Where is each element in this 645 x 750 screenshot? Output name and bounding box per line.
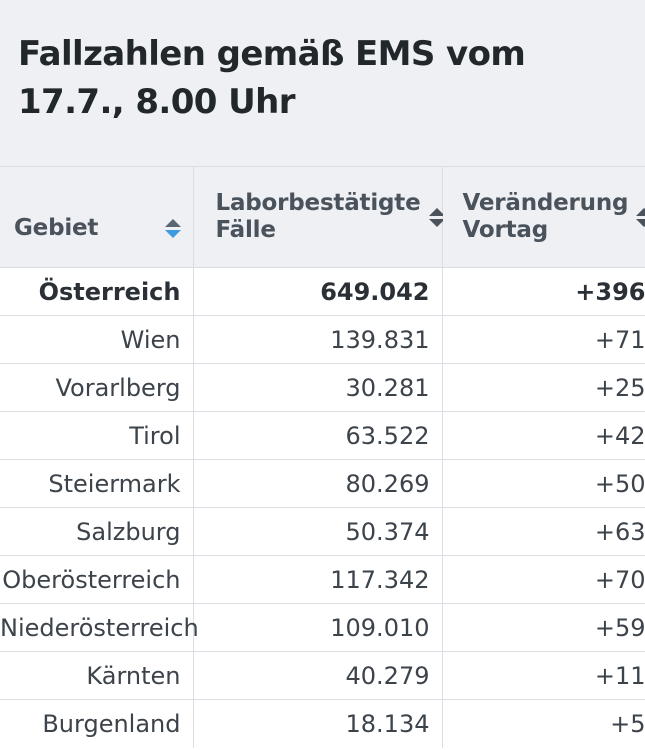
cell-gebiet: Niederösterreich xyxy=(0,603,199,652)
column-header-veraenderung[interactable]: Veränderung Vortag xyxy=(442,166,645,268)
column-header-gebiet[interactable]: Gebiet xyxy=(0,166,194,268)
table-row: Oberösterreich 117.342 +70 xyxy=(0,555,645,604)
cell-faelle: 50.374 xyxy=(193,507,443,556)
column-header-faelle[interactable]: Laborbestätigte Fälle xyxy=(193,166,445,268)
sort-icon[interactable] xyxy=(636,207,645,227)
column-label-faelle: Laborbestätigte Fälle xyxy=(215,190,421,243)
table-title: Fallzahlen gemäß EMS vom 17.7., 8.00 Uhr xyxy=(18,34,526,122)
cell-faelle: 40.279 xyxy=(193,651,443,700)
cell-faelle: 117.342 xyxy=(193,555,443,604)
cell-faelle: 139.831 xyxy=(193,315,443,364)
table-row: Niederösterreich 109.010 +59 xyxy=(0,603,645,652)
sort-active-icon[interactable] xyxy=(164,218,181,238)
cell-veraenderung: +50 xyxy=(442,459,645,508)
cases-table: Gebiet Laborbestätigte Fälle xyxy=(0,166,645,748)
cell-faelle: 18.134 xyxy=(193,699,443,748)
cell-veraenderung: +63 xyxy=(442,507,645,556)
cell-veraenderung: +396 xyxy=(442,267,645,316)
cell-faelle: 30.281 xyxy=(193,363,443,412)
table-row: Wien 139.831 +71 xyxy=(0,315,645,364)
cell-gebiet: Wien xyxy=(0,315,194,364)
cell-gebiet: Kärnten xyxy=(0,651,194,700)
sort-icon[interactable] xyxy=(428,207,445,227)
table-row: Österreich 649.042 +396 xyxy=(0,267,645,316)
table-row: Vorarlberg 30.281 +25 xyxy=(0,363,645,412)
cell-veraenderung: +42 xyxy=(442,411,645,460)
cell-gebiet: Steiermark xyxy=(0,459,194,508)
cell-gebiet: Österreich xyxy=(0,267,194,316)
title-bar: Fallzahlen gemäß EMS vom 17.7., 8.00 Uhr xyxy=(0,0,645,166)
cell-faelle: 109.010 xyxy=(193,603,443,652)
table-row: Steiermark 80.269 +50 xyxy=(0,459,645,508)
cell-faelle: 80.269 xyxy=(193,459,443,508)
header-row: Gebiet Laborbestätigte Fälle xyxy=(0,166,645,268)
cell-faelle: 63.522 xyxy=(193,411,443,460)
cell-gebiet: Tirol xyxy=(0,411,194,460)
table-row: Tirol 63.522 +42 xyxy=(0,411,645,460)
cell-veraenderung: +5 xyxy=(442,699,645,748)
cell-veraenderung: +70 xyxy=(442,555,645,604)
cell-veraenderung: +59 xyxy=(442,603,645,652)
cell-veraenderung: +11 xyxy=(442,651,645,700)
cell-veraenderung: +71 xyxy=(442,315,645,364)
cell-gebiet: Salzburg xyxy=(0,507,194,556)
column-label-veraenderung: Veränderung Vortag xyxy=(462,190,629,243)
cell-gebiet: Oberösterreich xyxy=(0,555,194,604)
column-label-gebiet: Gebiet xyxy=(14,214,99,241)
cell-gebiet: Vorarlberg xyxy=(0,363,194,412)
table-row: Burgenland 18.134 +5 xyxy=(0,699,645,748)
table-body: Österreich 649.042 +396 Wien 139.831 +71 Vorar… xyxy=(0,267,645,748)
table-row: Kärnten 40.279 +11 xyxy=(0,651,645,700)
cell-veraenderung: +25 xyxy=(442,363,645,412)
cell-gebiet: Burgenland xyxy=(0,699,194,748)
table-row: Salzburg 50.374 +63 xyxy=(0,507,645,556)
cell-faelle: 649.042 xyxy=(193,267,443,316)
